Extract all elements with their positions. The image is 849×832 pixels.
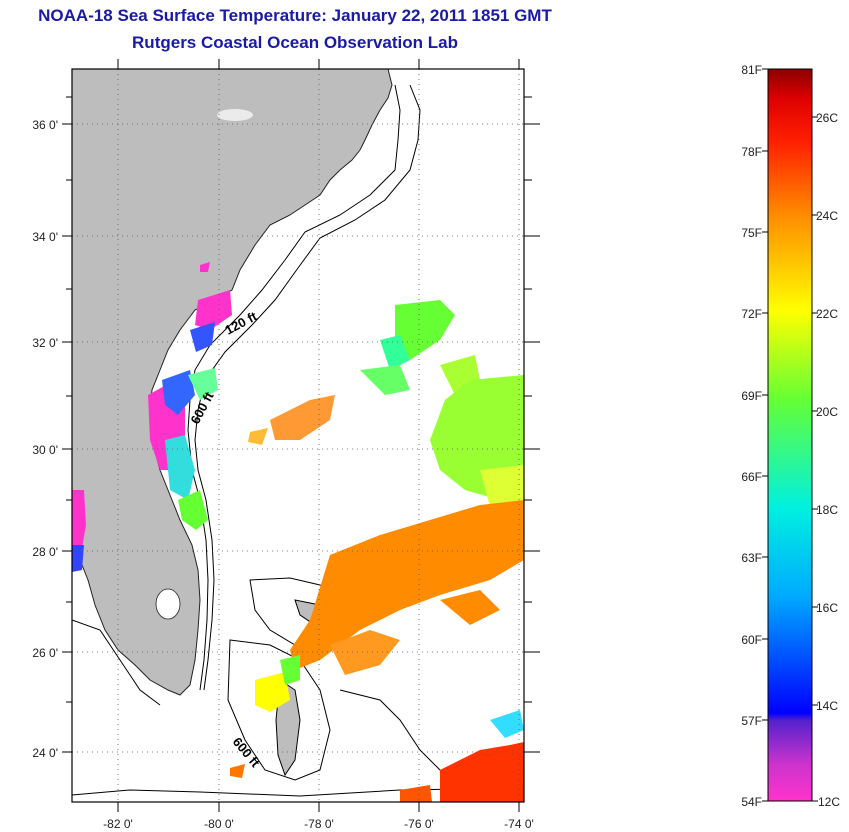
colorbar-c-label: 16C (816, 601, 838, 615)
temperature-colorbar: 81F 78F 75F 72F 69F 66F 63F 60F 57F 54F … (741, 63, 840, 809)
latitude-labels: 36 0' 34 0' 32 0' 30 0' 28 0' 26 0' 24 0… (32, 118, 58, 760)
colorbar-c-label: 26C (816, 111, 838, 125)
colorbar-c-label: 20C (816, 405, 838, 419)
lat-label: 32 0' (32, 336, 58, 350)
lat-label: 28 0' (32, 545, 58, 559)
land-mass (72, 69, 393, 696)
lat-label: 34 0' (32, 230, 58, 244)
map-ticks (62, 59, 540, 812)
lat-label: 26 0' (32, 646, 58, 660)
colorbar-f-label: 57F (741, 714, 762, 728)
lat-label: 24 0' (32, 746, 58, 760)
colorbar-c-label: 12C (818, 795, 840, 809)
longitude-labels: -82 0' -80 0' -78 0' -76 0' -74 0' (103, 817, 534, 831)
colorbar-c-label: 22C (816, 307, 838, 321)
colorbar-f-label: 69F (741, 389, 762, 403)
colorbar-f-label: 54F (741, 795, 762, 809)
lon-label: -80 0' (204, 817, 234, 831)
colorbar-f-label: 60F (741, 633, 762, 647)
colorbar-f-label: 78F (741, 145, 762, 159)
graticule (72, 69, 524, 802)
lat-label: 36 0' (32, 118, 58, 132)
lon-label: -76 0' (404, 817, 434, 831)
map-title: NOAA-18 Sea Surface Temperature: January… (38, 6, 552, 25)
colorbar-f-label: 66F (741, 470, 762, 484)
map-frame (71, 68, 525, 803)
colorbar-c-label: 24C (816, 209, 838, 223)
lon-label: -82 0' (103, 817, 133, 831)
lon-label: -74 0' (504, 817, 534, 831)
map-area: 120 ft 600 ft 600 ft (72, 69, 524, 802)
colorbar-f-label: 75F (741, 226, 762, 240)
colorbar-scale (767, 68, 813, 802)
colorbar-f-label: 72F (741, 307, 762, 321)
lat-label: 30 0' (32, 443, 58, 457)
isobath-600ft (194, 84, 421, 691)
map-subtitle: Rutgers Coastal Ocean Observation Lab (132, 33, 458, 52)
colorbar-f-label: 81F (741, 63, 762, 77)
sst-data-patches (72, 262, 524, 802)
colorbar-c-label: 18C (816, 503, 838, 517)
colorbar-c-label: 14C (816, 699, 838, 713)
lon-label: -78 0' (304, 817, 334, 831)
colorbar-f-label: 63F (741, 551, 762, 565)
